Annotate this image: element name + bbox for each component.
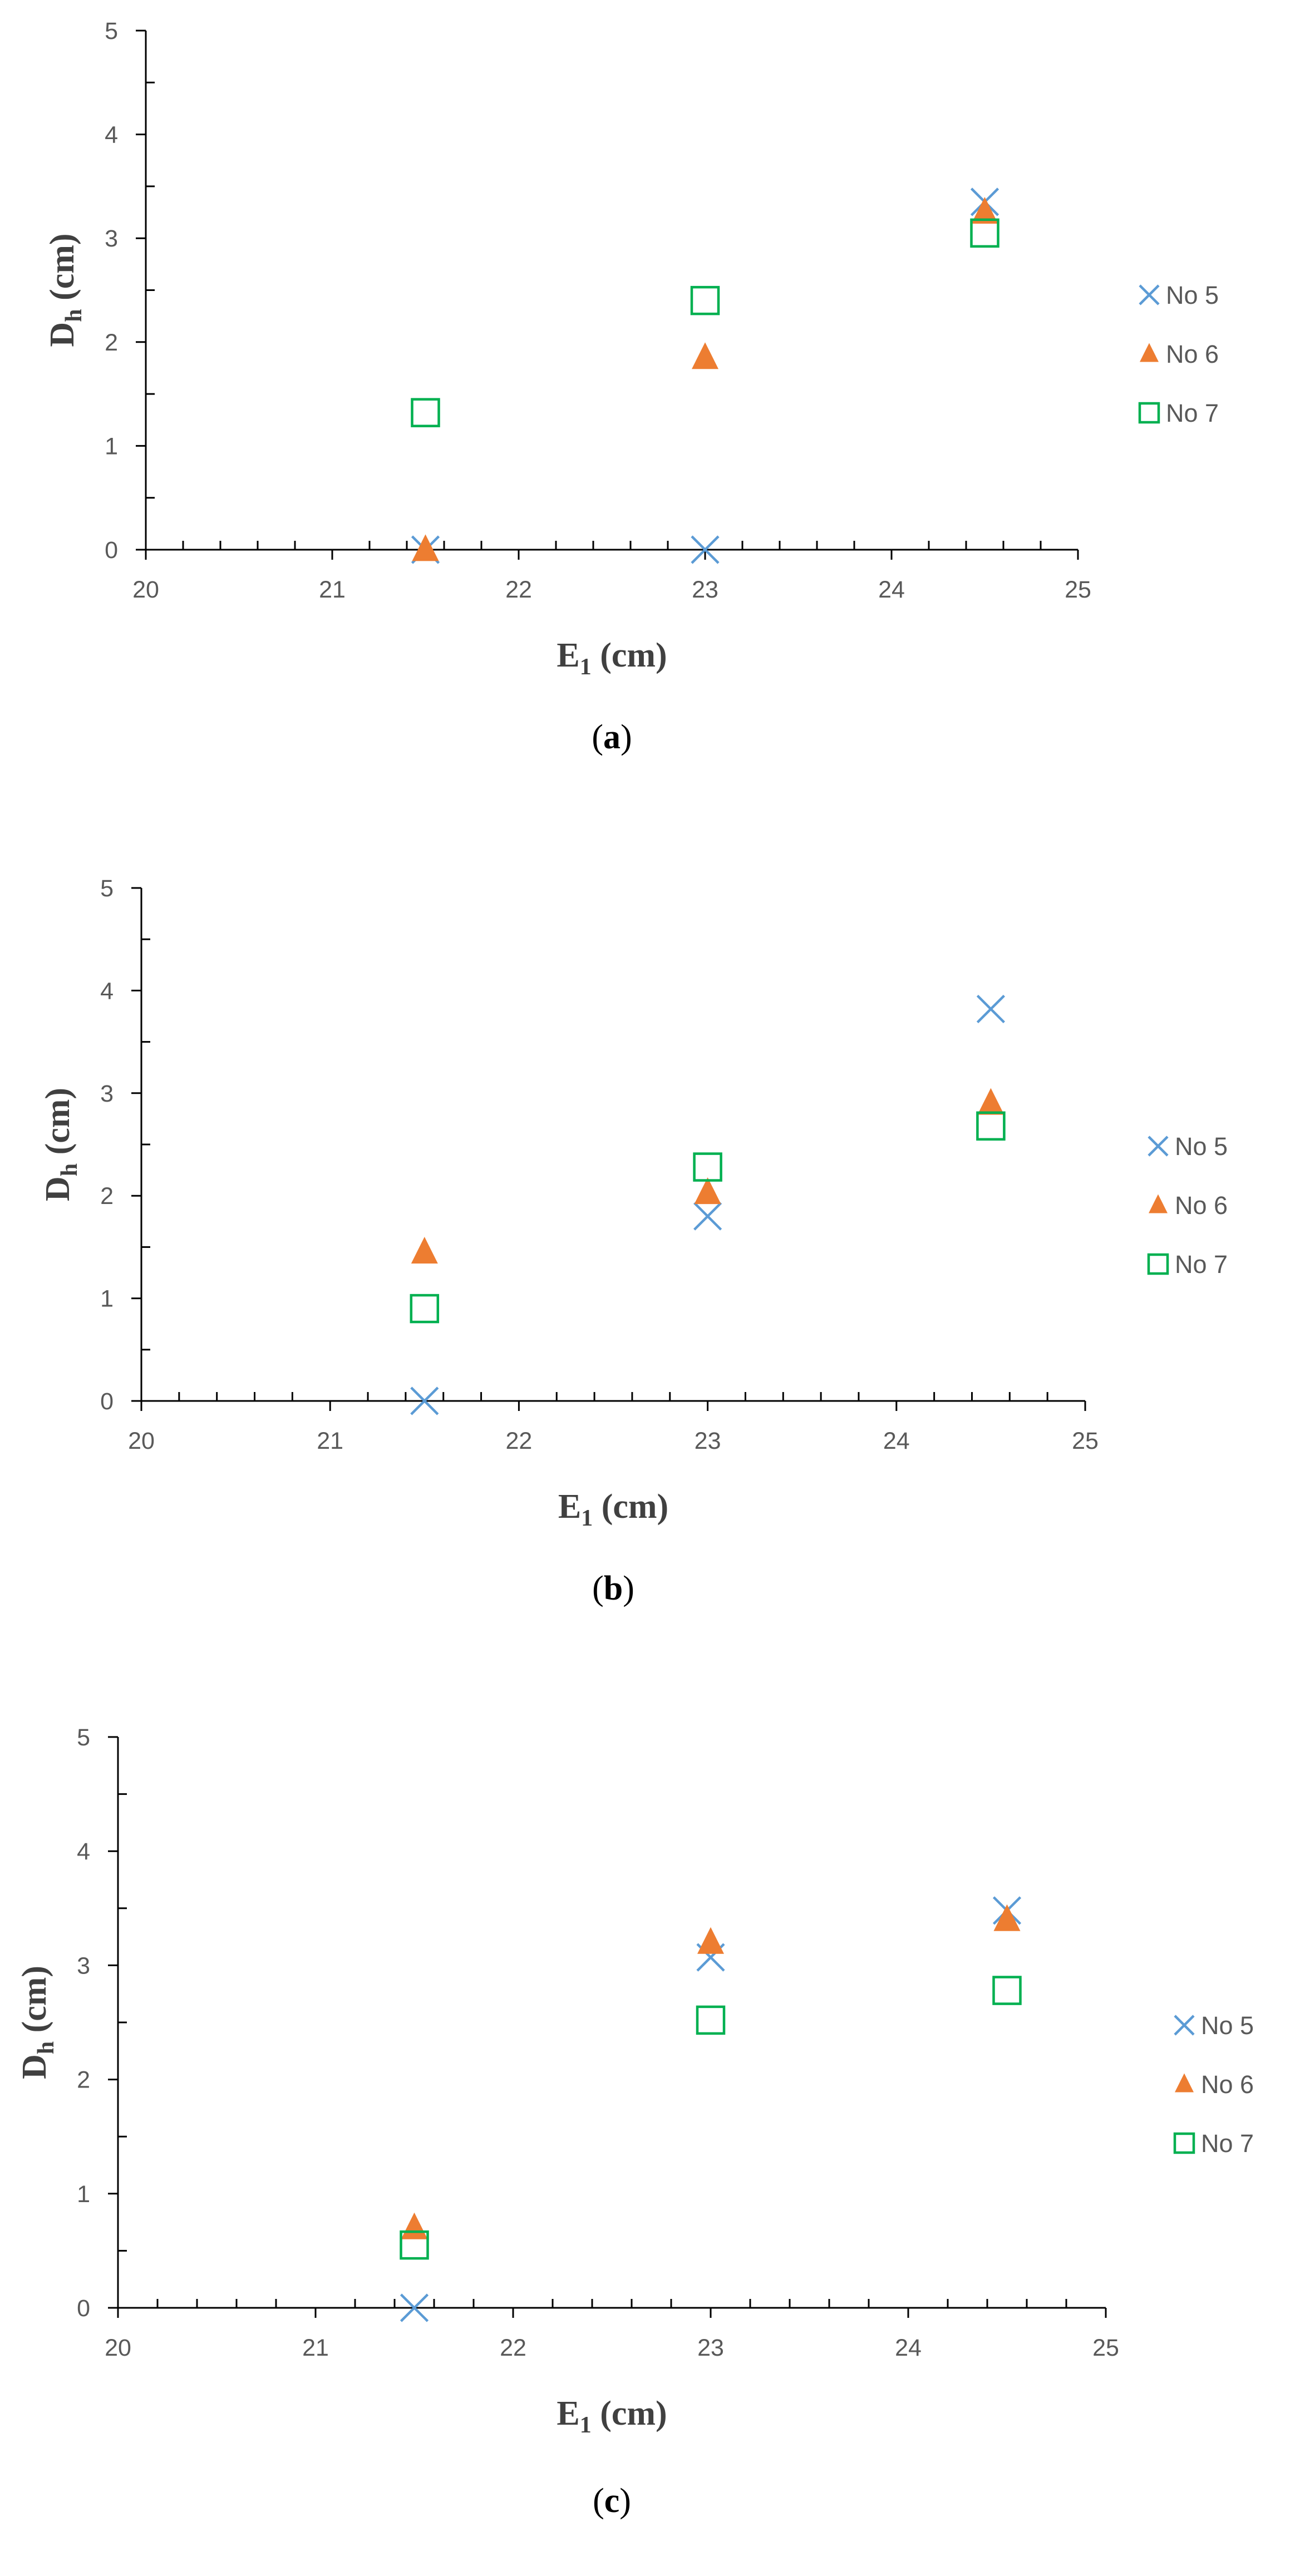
legend-marker-no5 [1148,1136,1169,1157]
x-tick-label: 21 [302,2335,329,2361]
data-point-no6 [971,196,998,224]
data-point-no6 [977,1088,1005,1115]
data-point-no6 [412,534,439,561]
legend-marker-no6 [1140,343,1159,362]
data-point-no5 [410,1386,439,1415]
data-point-no6 [697,1927,724,1954]
legend-label-no6: No 6 [1175,1191,1228,1220]
y-tick-label: 1 [105,433,118,460]
data-point-no6 [694,1177,721,1205]
x-tick-label: 20 [128,1428,155,1454]
x-tick-label: 24 [878,576,905,603]
x-axis-title: E1 (cm) [557,636,667,680]
data-point-no7 [696,2005,726,2035]
x-tick-label: 25 [1092,2335,1119,2361]
x-axis-title: E1 (cm) [557,2395,667,2438]
y-tick-label: 3 [105,225,118,252]
legend-label-no7: No 7 [1175,1250,1228,1279]
y-axis-title: Dh (cm) [43,233,87,347]
legend-marker-no5 [1174,2015,1195,2036]
data-point-no5 [693,1202,722,1231]
y-tick-label: 0 [77,2295,90,2322]
y-tick-label: 0 [105,537,118,564]
data-point-no7 [970,218,999,248]
y-tick-label: 4 [77,1838,90,1865]
legend-marker-no7 [1147,1253,1169,1275]
legend-marker-no7 [1173,2132,1195,2154]
data-point-no6 [692,342,718,369]
x-tick-label: 23 [697,2335,724,2361]
data-point-no5 [976,994,1005,1024]
y-tick-label: 2 [100,1183,114,1210]
data-point-no6 [401,2212,428,2239]
data-point-no6 [993,1904,1021,1931]
y-tick-label: 3 [100,1080,114,1107]
x-tick-label: 25 [1072,1428,1099,1454]
y-axis-title: Dh (cm) [16,1966,59,2079]
legend-marker-no6 [1149,1194,1168,1213]
data-point-no5 [400,2293,429,2322]
legend-label-no6: No 6 [1166,340,1219,368]
x-tick-label: 22 [505,1428,532,1454]
x-tick-label: 24 [895,2335,922,2361]
legend-label-no6: No 6 [1201,2070,1254,2099]
y-tick-label: 5 [77,1724,90,1751]
legend-label-no7: No 7 [1201,2129,1254,2158]
data-point-no7 [400,2230,429,2260]
x-tick-label: 20 [105,2335,131,2361]
y-tick-label: 5 [100,875,114,902]
x-tick-label: 25 [1065,576,1091,603]
legend-label-no7: No 7 [1166,399,1219,427]
panel-caption: (c) [593,2482,631,2520]
y-tick-label: 0 [100,1388,114,1415]
legend-label-no5: No 5 [1201,2011,1254,2040]
legend-marker-no6 [1175,2073,1194,2093]
data-point-no6 [411,1237,438,1264]
x-tick-label: 23 [692,576,718,603]
x-tick-label: 22 [505,576,532,603]
data-point-no7 [690,285,720,315]
y-tick-label: 5 [105,18,118,45]
x-tick-label: 24 [883,1428,910,1454]
panel-caption: (a) [592,718,632,756]
x-tick-label: 21 [317,1428,343,1454]
data-point-no7 [992,1976,1022,2005]
x-tick-label: 22 [500,2335,526,2361]
legend-marker-no7 [1138,402,1160,424]
y-tick-label: 1 [77,2181,90,2208]
data-point-no7 [411,398,440,427]
y-tick-label: 2 [105,329,118,356]
x-axis-title: E1 (cm) [558,1488,668,1531]
data-point-no7 [410,1294,440,1324]
x-tick-label: 20 [132,576,159,603]
x-tick-label: 21 [319,576,346,603]
y-tick-label: 3 [77,1952,90,1979]
y-axis-title: Dh (cm) [39,1088,82,1201]
y-tick-label: 2 [77,2067,90,2094]
data-point-no5 [691,535,720,564]
panel-caption: (b) [592,1570,634,1607]
data-point-no7 [976,1111,1006,1141]
y-tick-label: 4 [105,122,118,149]
x-tick-label: 23 [695,1428,721,1454]
y-tick-label: 1 [100,1286,114,1312]
data-point-no7 [693,1152,722,1182]
legend-marker-no5 [1139,284,1160,305]
legend-label-no5: No 5 [1175,1132,1228,1161]
y-tick-label: 4 [100,978,114,1004]
legend-label-no5: No 5 [1166,281,1219,309]
